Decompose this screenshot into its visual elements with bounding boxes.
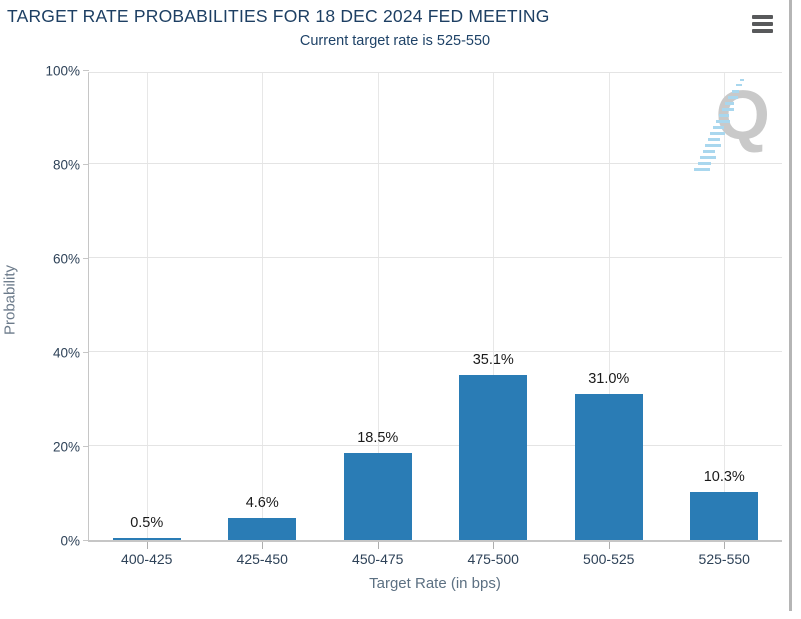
bar-value-label: 0.5% (130, 515, 164, 531)
chart-subtitle: Current target rate is 525-550 (299, 33, 491, 49)
x-axis-category-label: 400-425 (121, 551, 173, 567)
y-axis-tick (83, 257, 89, 259)
x-gridline (608, 73, 610, 540)
y-axis-tick-label: 0% (60, 533, 80, 548)
probability-bar-450-475 (343, 453, 412, 540)
x-axis-tick (262, 542, 264, 549)
x-axis-tick (724, 542, 726, 549)
x-axis-category-label: 525-550 (698, 551, 750, 567)
bar-column-500-525: 31.0% 500-525 (551, 73, 667, 567)
x-gridline (377, 73, 379, 540)
bar-value-label: 18.5% (357, 430, 399, 446)
bar-value-label: 31.0% (588, 371, 630, 387)
chart-context-menu-button[interactable] (752, 12, 776, 36)
probability-bar-425-450 (228, 518, 297, 540)
x-axis-tick (608, 542, 610, 549)
x-gridline (146, 73, 148, 540)
x-axis-category-label: 425-450 (236, 551, 288, 567)
bar-columns: 0.5% 400-425 4.6% 425-450 18.5% 450-475 35.1% 4… (89, 73, 783, 567)
y-axis-tick (83, 351, 89, 353)
x-gridline (493, 73, 495, 540)
x-axis-tick (493, 542, 495, 549)
probability-bar-500-525 (574, 394, 643, 540)
probability-bar-475-500 (459, 375, 528, 540)
y-axis-tick (83, 445, 89, 447)
y-axis-tick-label: 100% (45, 63, 80, 78)
bar-column-450-475: 18.5% 450-475 (320, 73, 436, 567)
y-axis-tick-label: 40% (52, 345, 80, 360)
plot-area: 0.5% 400-425 4.6% 425-450 18.5% 450-475 35.1% 4… (45, 63, 783, 567)
y-axis-tick (83, 69, 89, 71)
bar-value-label: 4.6% (245, 495, 279, 511)
hamburger-icon (752, 15, 773, 19)
bar-column-475-500: 35.1% 475-500 (436, 73, 552, 567)
y-gridline (89, 257, 782, 258)
hamburger-icon (752, 29, 773, 33)
bar-value-label: 35.1% (472, 352, 514, 368)
y-axis-title: Probability (1, 264, 19, 336)
bar-column-400-425: 0.5% 400-425 (89, 73, 205, 567)
y-axis-tick (83, 163, 89, 165)
probability-bar-400-425 (112, 538, 181, 540)
y-axis-tick-label: 80% (52, 157, 80, 172)
x-axis-category-label: 475-500 (467, 551, 519, 567)
x-gridline (724, 73, 726, 540)
x-axis-category-label: 450-475 (352, 551, 404, 567)
x-axis-tick (146, 542, 148, 549)
hamburger-icon (752, 22, 773, 26)
x-axis-tick (377, 542, 379, 549)
bar-column-425-450: 4.6% 425-450 (205, 73, 321, 567)
x-gridline (262, 73, 264, 540)
y-axis-tick-label: 20% (52, 439, 80, 454)
x-axis-category-label: 500-525 (583, 551, 635, 567)
chart-right-border (789, 0, 792, 611)
y-axis-tick-label: 60% (52, 251, 80, 266)
x-axis-title: Target Rate (in bps) (369, 575, 501, 592)
y-axis-tick (83, 539, 89, 541)
y-gridline (89, 163, 782, 164)
y-gridline (89, 351, 782, 352)
probability-bar-525-550 (690, 492, 759, 540)
chart-title: TARGET RATE PROBABILITIES FOR 18 DEC 202… (7, 6, 550, 26)
bar-column-525-550: 10.3% 525-550 (667, 73, 783, 567)
bar-value-label: 10.3% (703, 469, 745, 485)
y-gridline (89, 445, 782, 446)
